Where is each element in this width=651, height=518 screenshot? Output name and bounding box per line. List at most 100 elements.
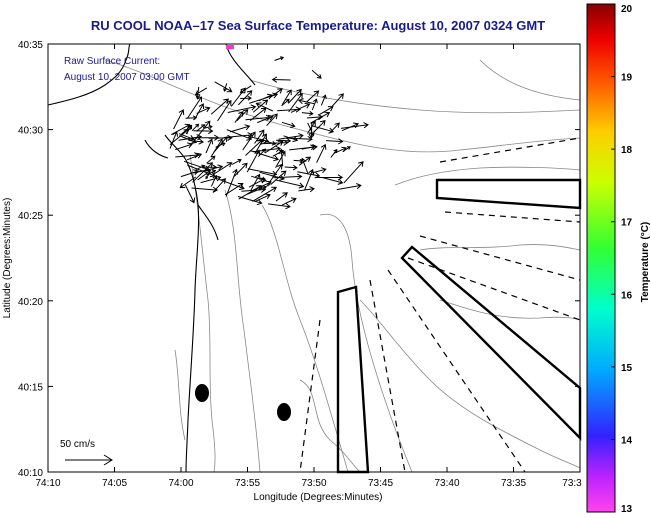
current-vector [255,102,274,112]
current-vector [343,161,364,184]
current-vector [283,135,299,143]
bathymetry-contours [104,59,581,473]
current-vector [191,186,219,193]
colorbar [586,3,616,513]
current-vector [231,158,242,165]
current-vector [195,164,206,171]
current-vector [322,177,344,185]
y-axis-label: Latitude (Degrees:Minutes) [2,198,13,319]
current-vector [298,156,312,166]
current-vector [297,98,315,105]
current-vector [196,124,206,132]
current-vector [260,139,289,146]
current-vector [278,132,304,140]
scale-label: 50 cm/s [60,439,95,450]
current-vector [205,138,214,154]
current-vector [192,134,220,141]
current-vector [180,169,199,178]
current-vector [208,134,233,142]
current-vector [305,90,320,103]
current-vector [281,89,292,105]
current-vector [233,162,248,177]
current-vector [310,111,331,124]
current-vector [193,127,214,135]
current-vector [331,93,344,107]
map-title: RU COOL NOAA–17 Sea Surface Temperature:… [91,18,545,33]
current-vector [186,96,203,119]
current-vector [242,131,256,151]
current-vector [194,87,208,96]
current-vector [186,152,203,161]
y-tick-label: 40:20 [18,297,43,308]
colorbar-tick-label: 19 [621,73,633,84]
current-vector [266,113,278,127]
x-tick-label: 73:55 [235,478,260,489]
current-vector [271,76,291,83]
current-vector [281,197,297,206]
current-vector [303,168,315,191]
current-vector [301,144,316,151]
current-vector [277,106,302,113]
current-vector [316,143,327,163]
y-axis-ticks: 40:10 40:15 40:20 40:25 40:30 40:35 [18,40,580,479]
colorbar-tick-label: 18 [621,145,633,156]
current-vector [179,176,197,189]
current-vector [298,186,315,193]
current-vector [250,173,261,191]
current-vector [254,193,271,202]
scale-arrow [65,454,113,466]
x-tick-label: 73:3 [562,478,582,489]
current-vector [290,102,311,113]
current-vector [293,158,304,163]
current-vector [336,183,362,191]
sst-marker [226,45,234,49]
current-vector [311,98,318,111]
current-vector [274,56,285,61]
current-vector [206,155,216,164]
current-vector [229,124,251,133]
current-vector [236,109,249,121]
y-tick-label: 40:30 [18,126,43,137]
current-vector [254,133,267,155]
current-vector [227,104,257,113]
current-vectors [169,56,369,210]
current-vector [191,123,200,132]
current-vector [273,173,303,180]
current-vector [247,185,268,195]
station-marker-1 [195,384,209,402]
colorbar-label: Temperature (°C) [640,222,651,303]
current-vector [173,109,185,130]
current-vector [313,120,326,133]
current-vector [184,184,196,204]
colorbar-tick-label: 20 [621,4,633,15]
current-vector [274,179,305,189]
map-area [48,44,580,472]
x-axis-label: Longitude (Degrees:Minutes) [254,492,383,503]
current-vector [240,95,252,101]
current-vector [214,81,233,93]
current-vector [187,164,216,178]
current-vector [223,83,228,92]
y-tick-label: 40:25 [18,211,43,222]
current-vector [196,106,211,114]
current-vector [169,128,190,145]
current-vector [254,129,265,144]
current-vector [200,175,222,184]
current-vector [326,138,344,145]
current-vector [311,125,335,134]
current-vector [210,98,230,115]
current-vector [192,162,213,183]
current-vector [249,92,279,104]
current-vector [238,90,253,106]
current-vector [312,167,327,174]
x-tick-label: 74:10 [35,478,60,489]
colorbar-ticks: 13 14 15 16 17 18 19 20 [611,3,633,515]
dashed-lines [299,137,581,473]
colorbar-tick-label: 16 [621,290,633,301]
current-vector [206,169,217,176]
x-tick-label: 73:35 [501,478,526,489]
y-tick-label: 40:15 [18,382,43,393]
current-vector [288,92,303,113]
x-axis-ticks: 74:10 74:05 74:00 73:55 73:50 73:45 73:40 73:35… [35,44,582,489]
current-label-line1: Raw Surface Current: [64,56,160,67]
